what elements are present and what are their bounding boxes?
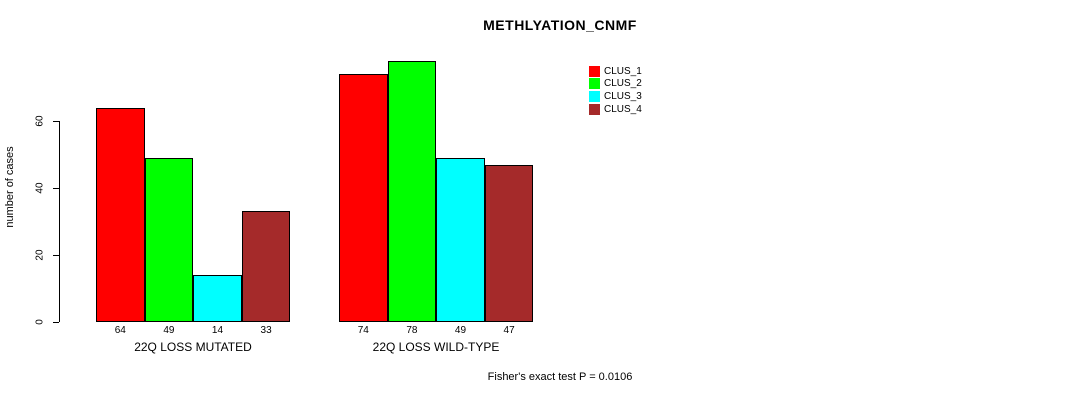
bar-clus_2-group2	[387, 60, 437, 322]
y-axis-tick-label: 40	[34, 182, 46, 194]
bar-value-label: 49	[163, 325, 175, 336]
bar-value-label: 74	[357, 325, 369, 336]
bar-clus_1-group2	[339, 74, 388, 322]
y-axis-tick-label: 0	[34, 319, 46, 325]
legend-swatch-clus_1	[589, 65, 600, 77]
y-axis-tick	[53, 255, 59, 256]
bar-value-label: 64	[114, 325, 126, 336]
legend-item-clus_1: CLUS_1	[589, 65, 642, 77]
bar-value-label: 49	[454, 325, 467, 336]
y-axis-tick-label: 60	[34, 115, 46, 127]
bar-clus_4-group2	[484, 164, 534, 322]
legend-label: CLUS_4	[604, 103, 642, 115]
bar-value-label: 47	[503, 325, 515, 336]
bar-value-label: 78	[406, 325, 418, 336]
legend-item-clus_4: CLUS_4	[589, 103, 642, 115]
bar-value-label: 33	[260, 325, 272, 336]
legend-item-clus_2: CLUS_2	[589, 78, 642, 90]
legend-swatch-clus_3	[589, 90, 600, 102]
y-axis-tick	[53, 188, 59, 189]
y-axis-tick	[53, 121, 59, 122]
legend-swatch-clus_2	[589, 78, 600, 90]
legend-item-clus_3: CLUS_3	[589, 90, 642, 102]
y-axis-line	[59, 121, 60, 322]
bar-clus_3-group2	[436, 157, 485, 322]
bar-clus_2-group1	[144, 157, 194, 322]
y-axis-tick	[53, 322, 59, 323]
bar-clus_4-group1	[241, 211, 291, 322]
fisher-test-annotation: Fisher's exact test P = 0.0106	[487, 371, 633, 383]
legend-label: CLUS_2	[604, 78, 642, 90]
legend-swatch-clus_4	[589, 103, 600, 115]
bar-clus_3-group1	[193, 275, 242, 322]
group-label-mutated: 22Q LOSS MUTATED	[134, 340, 252, 354]
group-label-wild-type: 22Q LOSS WILD-TYPE	[372, 340, 500, 354]
y-axis-label: number of cases	[4, 146, 16, 228]
y-axis-tick-label: 20	[34, 249, 46, 261]
bar-clus_1-group1	[96, 107, 145, 322]
bar-value-label: 14	[211, 325, 224, 336]
legend-label: CLUS_1	[604, 65, 642, 77]
chart-title: METHLYATION_CNMF	[483, 17, 637, 33]
legend-label: CLUS_3	[604, 90, 642, 102]
